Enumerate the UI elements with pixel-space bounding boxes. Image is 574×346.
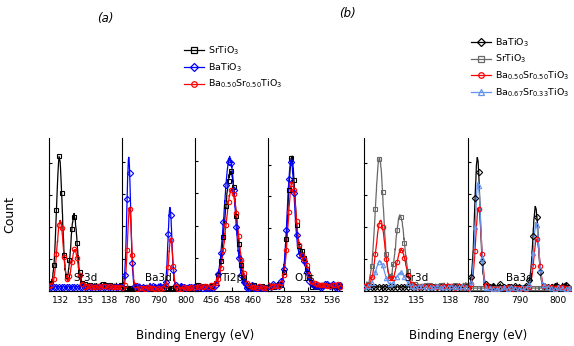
Legend: BaTiO$_3$, SrTiO$_3$, Ba$_{0.50}$Sr$_{0.50}$TiO$_3$, Ba$_{0.67}$Sr$_{0.33}$TiO$_: BaTiO$_3$, SrTiO$_3$, Ba$_{0.50}$Sr$_{0.… — [471, 36, 569, 99]
Text: (a): (a) — [97, 12, 114, 25]
Text: Sr3d: Sr3d — [73, 273, 98, 283]
Text: O1s: O1s — [295, 273, 315, 283]
Text: Ba3d: Ba3d — [506, 273, 533, 283]
Text: Binding Energy (eV): Binding Energy (eV) — [136, 329, 254, 342]
Text: Count: Count — [3, 196, 16, 233]
Text: Binding Energy (eV): Binding Energy (eV) — [409, 329, 527, 342]
Text: Ti2p: Ti2p — [220, 273, 243, 283]
Legend: SrTiO$_3$, BaTiO$_3$, Ba$_{0.50}$Sr$_{0.50}$TiO$_3$: SrTiO$_3$, BaTiO$_3$, Ba$_{0.50}$Sr$_{0.… — [184, 45, 282, 90]
Text: (b): (b) — [339, 7, 355, 20]
Text: Ba3d: Ba3d — [145, 273, 172, 283]
Text: Sr3d: Sr3d — [404, 273, 428, 283]
